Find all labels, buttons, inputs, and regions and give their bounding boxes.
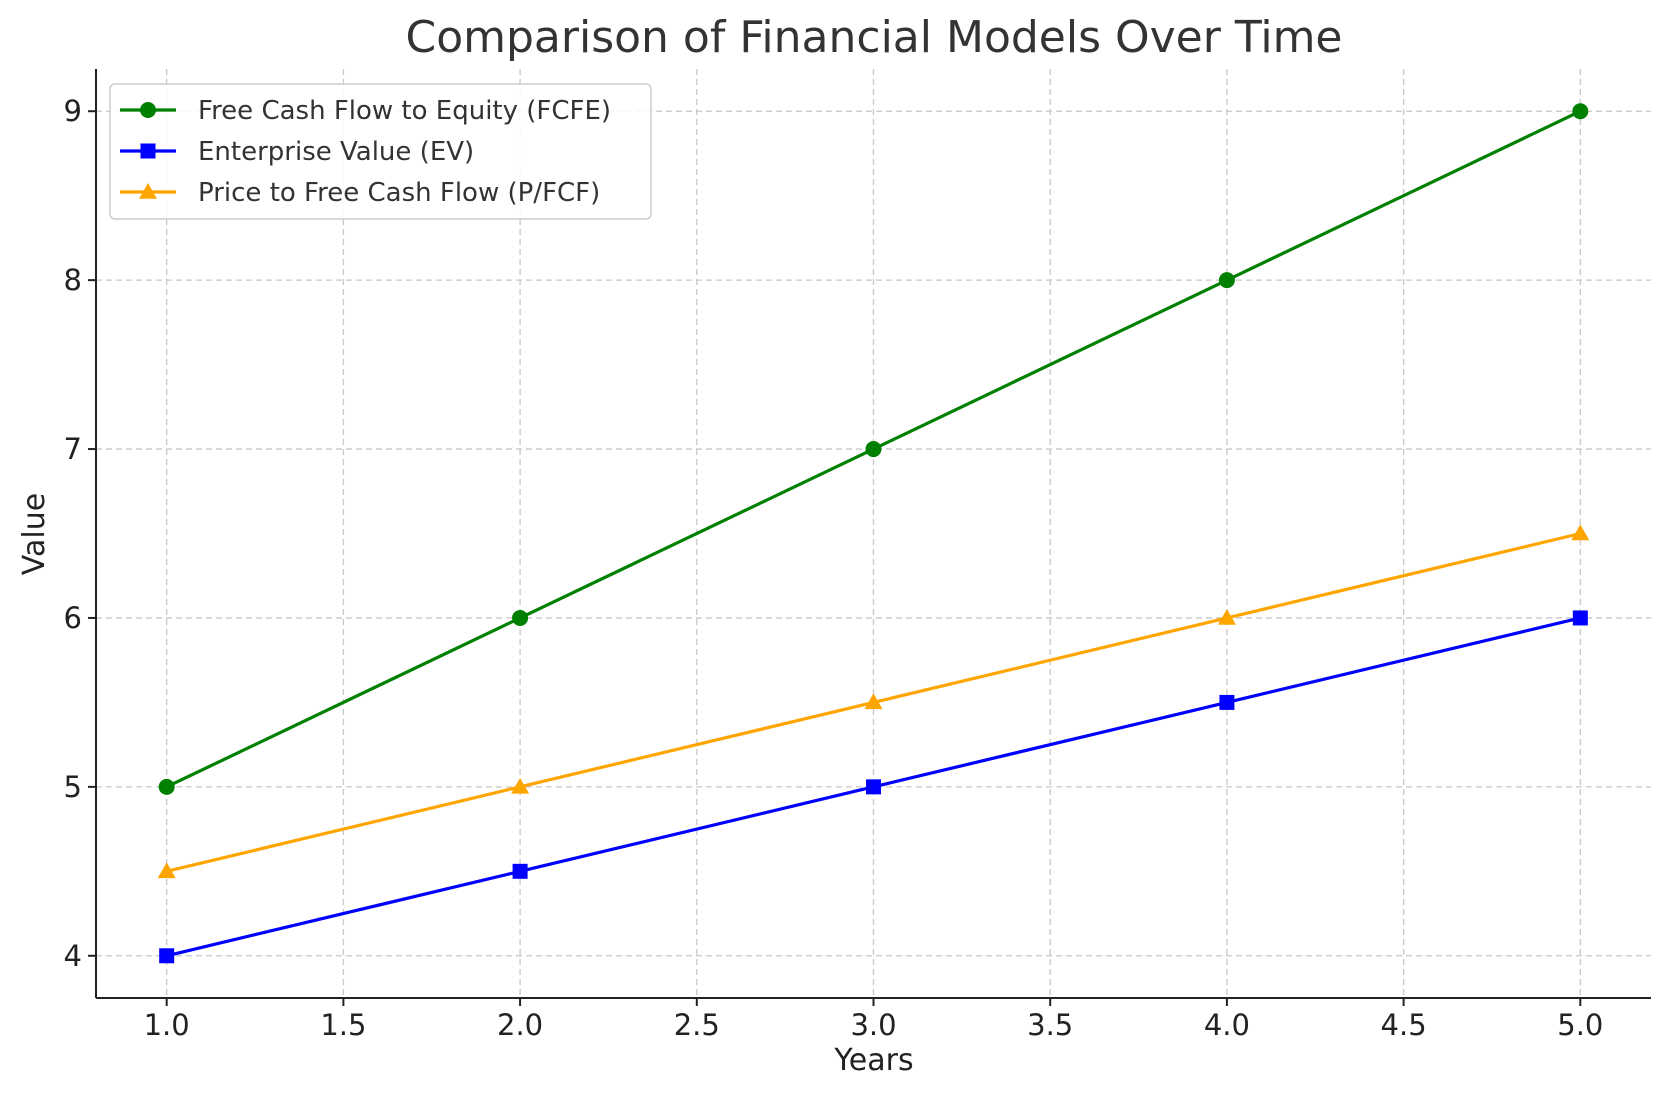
axes — [88, 69, 1651, 1006]
x-tick-label: 3.0 — [850, 1008, 896, 1042]
data-point — [1217, 608, 1236, 625]
data-point — [158, 778, 175, 795]
x-tick-label: 4.5 — [1381, 1008, 1427, 1042]
legend-item: Enterprise Value (EV) — [120, 137, 474, 167]
legend-marker — [140, 102, 156, 118]
legend-box — [109, 83, 652, 220]
data-point — [865, 441, 882, 458]
data-point — [866, 779, 881, 795]
legend-label: Enterprise Value (EV) — [198, 137, 474, 167]
x-tick-label: 2.5 — [674, 1008, 720, 1042]
data-point — [1219, 694, 1235, 710]
series-layer — [157, 103, 1590, 964]
data-point — [157, 862, 176, 879]
legend-item: Free Cash Flow to Equity (FCFE) — [120, 96, 611, 126]
y-tick-label: 6 — [64, 601, 82, 635]
data-point — [512, 609, 529, 626]
legend: Free Cash Flow to Equity (FCFE) Enterpris… — [109, 83, 652, 220]
data-point — [1571, 524, 1590, 541]
legend-marker — [139, 183, 157, 199]
grid — [96, 69, 1651, 998]
series-0 — [158, 103, 1589, 795]
data-point — [511, 777, 530, 794]
y-axis-label: Value — [17, 493, 52, 575]
legend-label: Price to Free Cash Flow (P/FCF) — [198, 178, 600, 208]
legend-marker — [140, 143, 156, 159]
tick-labels: 1.0 1.5 2.0 2.5 3.0 3.5 4.0 4.5 5.0 4 5 6 7 8 9 — [64, 94, 1604, 1042]
legend-item: Price to Free Cash Flow (P/FCF) — [120, 178, 600, 208]
chart-title: Comparison of Financial Models Over Time — [406, 12, 1343, 63]
x-tick-label: 3.5 — [1027, 1008, 1073, 1042]
x-tick-label: 2.0 — [497, 1008, 543, 1042]
x-tick-label: 1.5 — [320, 1008, 366, 1042]
data-point — [1572, 103, 1589, 120]
data-point — [512, 863, 528, 879]
y-tick-label: 4 — [64, 939, 82, 973]
data-point — [864, 693, 883, 710]
x-axis-label: Years — [833, 1043, 913, 1078]
data-point — [1218, 272, 1235, 289]
x-tick-label: 4.0 — [1204, 1008, 1250, 1042]
data-point — [1572, 610, 1588, 626]
series-1 — [159, 610, 1588, 964]
y-tick-label: 5 — [64, 770, 82, 804]
y-tick-label: 7 — [64, 432, 82, 466]
x-tick-label: 5.0 — [1557, 1008, 1603, 1042]
x-tick-label: 1.0 — [144, 1008, 190, 1042]
y-tick-label: 8 — [64, 263, 82, 297]
legend-label: Free Cash Flow to Equity (FCFE) — [198, 96, 611, 126]
series-2 — [157, 524, 1590, 879]
data-point — [159, 948, 175, 964]
y-tick-label: 9 — [64, 94, 82, 128]
